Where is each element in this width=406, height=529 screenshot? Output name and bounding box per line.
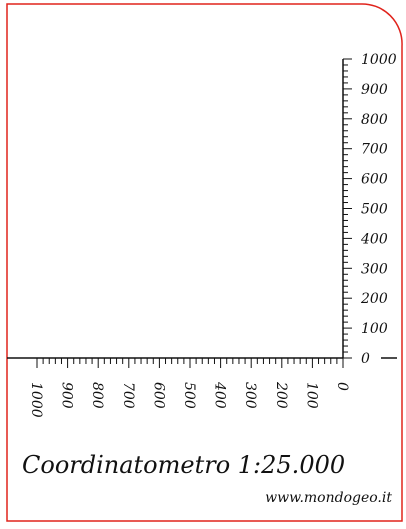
horizontal-tick-label: 300 bbox=[242, 382, 258, 409]
horizontal-scale-labels: 0 100 200 300 400 500 600 700 800 900 1000 bbox=[28, 381, 350, 418]
vertical-tick-label: 700 bbox=[361, 142, 388, 158]
vertical-tick-label: 0 bbox=[361, 351, 370, 367]
title: Coordinatometro 1:25.000 bbox=[22, 451, 345, 479]
horizontal-tick-label: 800 bbox=[89, 382, 105, 409]
vertical-tick-label: 300 bbox=[361, 261, 388, 277]
vertical-tick-label: 900 bbox=[361, 82, 388, 98]
horizontal-tick-label: 900 bbox=[59, 382, 75, 409]
vertical-tick-label: 200 bbox=[360, 291, 388, 307]
horizontal-tick-label: 700 bbox=[120, 382, 136, 409]
horizontal-tick-label: 100 bbox=[303, 382, 319, 409]
horizontal-tick-label: 1000 bbox=[28, 382, 44, 418]
horizontal-tick-label: 500 bbox=[181, 382, 197, 409]
vertical-tick-label: 1000 bbox=[361, 52, 397, 68]
vertical-scale-labels: 0 100 200 300 400 500 600 700 800 900 1000 bbox=[360, 52, 397, 367]
vertical-tick-label: 500 bbox=[361, 202, 388, 218]
horizontal-tick-label: 400 bbox=[212, 381, 228, 409]
horizontal-tick-label: 600 bbox=[150, 382, 166, 409]
horizontal-scale-ticks bbox=[37, 358, 343, 368]
website-link[interactable]: www.mondogeo.it bbox=[265, 490, 392, 506]
vertical-tick-label: 100 bbox=[361, 321, 388, 337]
vertical-tick-label: 600 bbox=[361, 172, 388, 188]
vertical-tick-label: 400 bbox=[360, 231, 388, 247]
vertical-tick-label: 800 bbox=[361, 112, 388, 128]
vertical-scale-ticks bbox=[343, 59, 352, 358]
horizontal-tick-label: 0 bbox=[334, 382, 350, 391]
horizontal-tick-label: 200 bbox=[273, 381, 289, 409]
